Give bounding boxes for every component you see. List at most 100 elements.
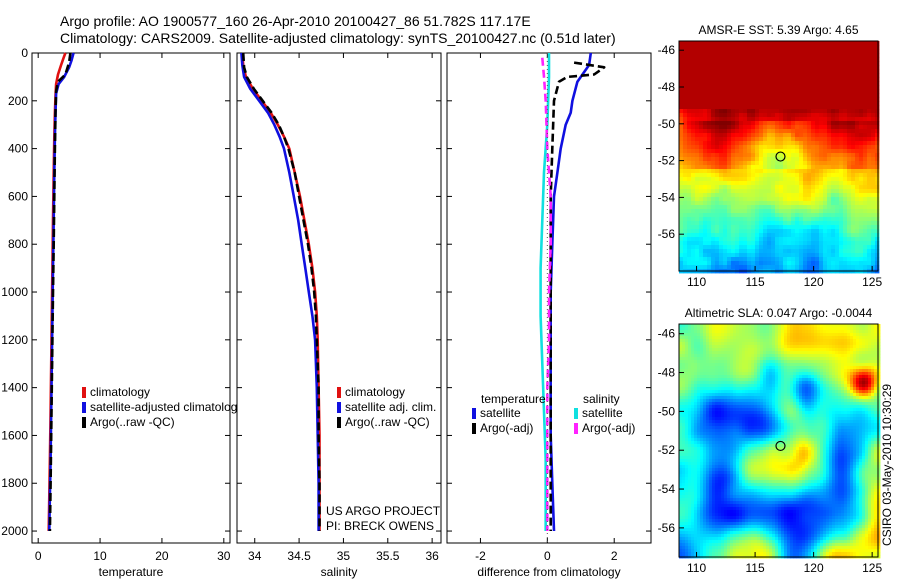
sla-map-heatmap-cell: [685, 330, 689, 334]
sst-map-heatmap-cell: [747, 117, 752, 122]
sla-map-heatmap-cell: [865, 363, 869, 367]
sst-map-heatmap-cell: [711, 261, 716, 266]
sla-map-heatmap-cell: [754, 393, 758, 397]
sst-map-heatmap-cell: [795, 101, 800, 106]
sla-map-heatmap-cell: [853, 369, 857, 373]
sst-map-heatmap-cell: [843, 49, 848, 54]
sst-map-heatmap-cell: [715, 45, 720, 50]
sla-map-heatmap-cell: [838, 402, 842, 406]
sst-map-heatmap-cell: [835, 85, 840, 90]
sst-map-heatmap-cell: [803, 77, 808, 82]
sla-map-heatmap-cell: [754, 348, 758, 352]
sst-map-heatmap-cell: [679, 157, 684, 162]
sst-map-heatmap-cell: [875, 173, 880, 178]
sst-map-heatmap-cell: [775, 257, 780, 262]
sla-map-heatmap-cell: [823, 360, 827, 364]
sla-map-heatmap-cell: [775, 399, 779, 403]
sst-map-heatmap-cell: [815, 237, 820, 242]
sla-map-heatmap-cell: [685, 360, 689, 364]
sla-map-heatmap-cell: [754, 354, 758, 358]
salinity-xtick-label: 34.5: [287, 549, 311, 563]
sla-map-heatmap-cell: [772, 375, 776, 379]
sst-map-heatmap-cell: [815, 77, 820, 82]
sst-map-heatmap-cell: [811, 137, 816, 142]
sla-map-heatmap-cell: [805, 348, 809, 352]
sla-map-heatmap-cell: [706, 396, 710, 400]
sst-map-heatmap-cell: [871, 93, 876, 98]
sla-map-heatmap-cell: [850, 381, 854, 385]
sla-map-heatmap-cell: [850, 348, 854, 352]
sst-map-heatmap-cell: [811, 61, 816, 66]
sst-map-heatmap-cell: [843, 77, 848, 82]
sla-map-heatmap-cell: [832, 324, 836, 328]
sla-map-heatmap-cell: [829, 369, 833, 373]
sst-map-heatmap-cell: [771, 189, 776, 194]
sst-map-heatmap-cell: [831, 157, 836, 162]
sst-map-heatmap-cell: [823, 197, 828, 202]
sst-map-heatmap-cell: [819, 181, 824, 186]
sla-map-heatmap-cell: [868, 363, 872, 367]
sst-map-heatmap-cell: [847, 253, 852, 258]
sla-map-heatmap-cell: [814, 366, 818, 370]
sla-map-heatmap-cell: [679, 399, 683, 403]
sst-map-heatmap-cell: [831, 225, 836, 230]
sst-map-heatmap-cell: [727, 221, 732, 226]
sst-map-heatmap-cell: [683, 229, 688, 234]
sla-map-heatmap-cell: [790, 363, 794, 367]
sst-map-heatmap-cell: [699, 149, 704, 154]
sst-map-heatmap-cell: [743, 237, 748, 242]
sst-map-heatmap-cell: [843, 213, 848, 218]
sla-map-heatmap-cell: [874, 354, 878, 358]
sst-map-heatmap-cell: [835, 165, 840, 170]
temperature-xtick-label: 0: [35, 549, 42, 563]
sla-map-heatmap-cell: [760, 363, 764, 367]
sla-map-heatmap-cell: [754, 339, 758, 343]
sst-map-heatmap-cell: [835, 173, 840, 178]
sst-map-heatmap-cell: [867, 141, 872, 146]
sst-map-heatmap-cell: [819, 177, 824, 182]
sla-map-heatmap-cell: [679, 339, 683, 343]
sst-map-heatmap-cell: [799, 197, 804, 202]
sst-map-heatmap-cell: [847, 49, 852, 54]
sst-map-heatmap-cell: [739, 189, 744, 194]
sst-map-heatmap-cell: [827, 125, 832, 130]
sst-map-heatmap-cell: [827, 145, 832, 150]
sst-map-heatmap-cell: [847, 257, 852, 262]
sla-map-heatmap-cell: [745, 360, 749, 364]
sst-map-heatmap-cell: [871, 165, 876, 170]
sst-map-heatmap-cell: [791, 173, 796, 178]
sla-map-heatmap-cell: [751, 345, 755, 349]
sst-map-heatmap-cell: [819, 117, 824, 122]
sst-map-heatmap-cell: [803, 137, 808, 142]
sla-map-heatmap-cell: [868, 357, 872, 361]
sla-map-heatmap-cell: [853, 381, 857, 385]
sst-map-heatmap-cell: [719, 109, 724, 114]
sla-map-heatmap-cell: [736, 348, 740, 352]
sst-map-heatmap-cell: [851, 69, 856, 74]
sst-map-argo-marker: [775, 151, 786, 162]
sst-map-heatmap-cell: [855, 73, 860, 78]
sst-map-heatmap-cell: [751, 45, 756, 50]
sst-map-heatmap-cell: [747, 105, 752, 110]
sla-map-heatmap-cell: [682, 396, 686, 400]
sst-map-heatmap-cell: [787, 249, 792, 254]
sla-map-heatmap-cell: [742, 333, 746, 337]
sla-map-heatmap-cell: [817, 324, 821, 328]
sla-map-heatmap-cell: [862, 405, 866, 409]
sla-map-heatmap-cell: [868, 393, 872, 397]
sla-map-heatmap-cell: [712, 390, 716, 394]
sst-map-heatmap-cell: [727, 73, 732, 78]
sla-map-heatmap-cell: [739, 372, 743, 376]
sst-map-heatmap-cell: [747, 189, 752, 194]
sst-map-heatmap-cell: [759, 193, 764, 198]
sst-map-heatmap-cell: [811, 189, 816, 194]
sst-map-heatmap-cell: [795, 89, 800, 94]
sla-map-heatmap-cell: [865, 387, 869, 391]
sst-map-heatmap-cell: [779, 133, 784, 138]
sla-map-heatmap-cell: [679, 324, 683, 328]
sla-map-heatmap-cell: [787, 372, 791, 376]
sla-map-heatmap-cell: [763, 402, 767, 406]
sst-map-heatmap-cell: [799, 81, 804, 86]
sla-map-heatmap-cell: [733, 381, 737, 385]
